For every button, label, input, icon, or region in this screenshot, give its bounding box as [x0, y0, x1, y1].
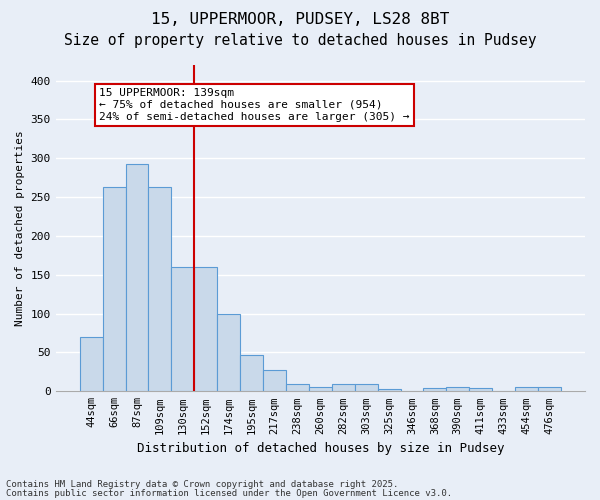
- Bar: [309, 386, 332, 392]
- X-axis label: Distribution of detached houses by size in Pudsey: Distribution of detached houses by size …: [137, 442, 504, 455]
- Bar: [172, 267, 194, 392]
- Bar: [469, 388, 492, 392]
- Text: Contains HM Land Registry data © Crown copyright and database right 2025.: Contains HM Land Registry data © Crown c…: [6, 480, 398, 489]
- Bar: [355, 384, 377, 392]
- Bar: [125, 164, 148, 392]
- Bar: [538, 388, 561, 392]
- Bar: [446, 388, 469, 392]
- Bar: [240, 355, 263, 392]
- Y-axis label: Number of detached properties: Number of detached properties: [15, 130, 25, 326]
- Text: 15 UPPERMOOR: 139sqm
← 75% of detached houses are smaller (954)
24% of semi-deta: 15 UPPERMOOR: 139sqm ← 75% of detached h…: [99, 88, 410, 122]
- Bar: [263, 370, 286, 392]
- Text: Size of property relative to detached houses in Pudsey: Size of property relative to detached ho…: [64, 32, 536, 48]
- Bar: [80, 337, 103, 392]
- Text: Contains public sector information licensed under the Open Government Licence v3: Contains public sector information licen…: [6, 489, 452, 498]
- Bar: [332, 384, 355, 392]
- Bar: [424, 388, 446, 392]
- Text: 15, UPPERMOOR, PUDSEY, LS28 8BT: 15, UPPERMOOR, PUDSEY, LS28 8BT: [151, 12, 449, 28]
- Bar: [217, 314, 240, 392]
- Bar: [515, 388, 538, 392]
- Bar: [377, 389, 401, 392]
- Bar: [286, 384, 309, 392]
- Bar: [194, 267, 217, 392]
- Bar: [103, 187, 125, 392]
- Bar: [148, 187, 172, 392]
